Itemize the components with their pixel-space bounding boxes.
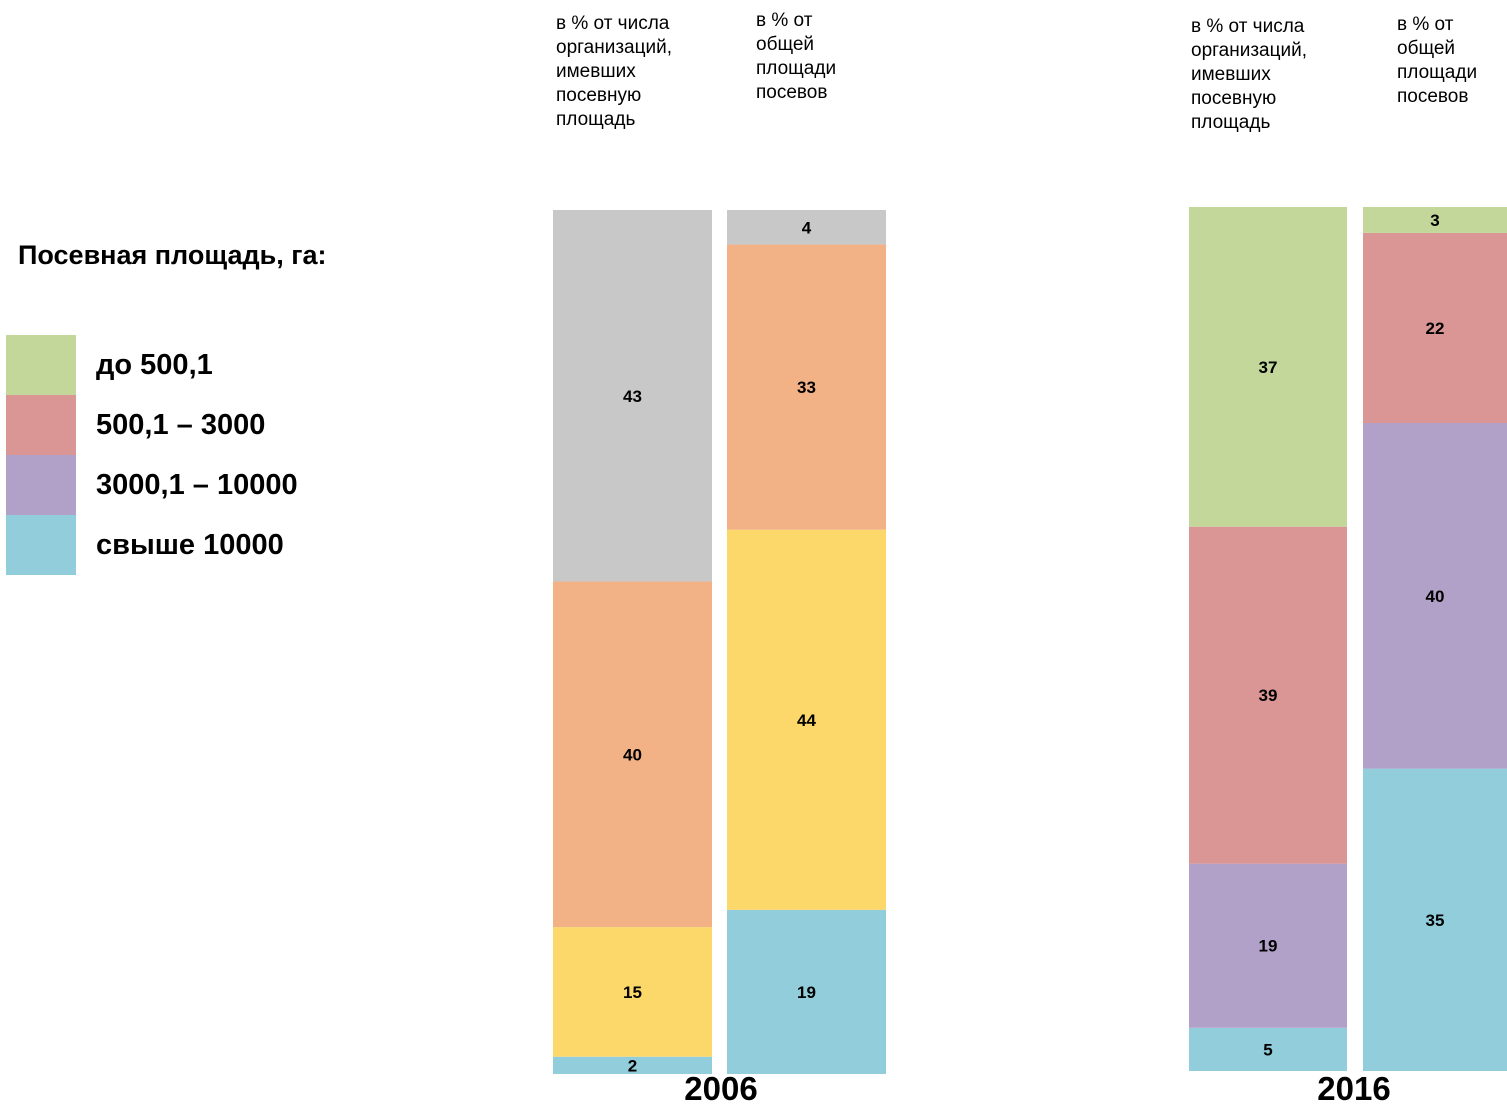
data-label-2016-orgs-2: 39 <box>1259 686 1278 705</box>
data-label-2016-area-2: 22 <box>1426 319 1445 338</box>
legend-item-over-10000: свыше 10000 <box>6 515 456 575</box>
legend-swatch <box>6 395 76 455</box>
legend-swatch <box>6 515 76 575</box>
legend-swatch <box>6 335 76 395</box>
bar-segment-2016-orgs-1 <box>1189 863 1347 1028</box>
data-label-2016-orgs-0: 5 <box>1263 1040 1272 1059</box>
data-label-2006-orgs-2: 40 <box>623 745 642 764</box>
legend-swatch <box>6 455 76 515</box>
legend-label: свыше 10000 <box>96 529 284 561</box>
legend-item-500-3000: 500,1 – 3000 <box>6 395 456 455</box>
bar-segment-2006-orgs-3 <box>553 210 712 582</box>
year-label-2016: 2016 <box>1317 1070 1391 1107</box>
data-label-2016-area-3: 3 <box>1430 211 1439 230</box>
bar-segment-2016-area-0 <box>1363 768 1507 1071</box>
header-2006-orgs: в % от числа организаций, имевших посевн… <box>556 13 672 130</box>
data-label-2016-orgs-3: 37 <box>1259 358 1278 377</box>
bar-segment-2006-orgs-1 <box>553 927 712 1057</box>
data-label-2006-area-3: 4 <box>802 218 812 237</box>
bar-segment-2016-area-2 <box>1363 232 1507 423</box>
legend-label: до 500,1 <box>96 349 213 381</box>
bar-segment-2006-area-3 <box>727 210 886 245</box>
data-label-2006-area-0: 19 <box>797 983 816 1002</box>
data-label-2006-area-1: 44 <box>797 711 816 730</box>
data-label-2016-orgs-1: 19 <box>1259 937 1278 956</box>
data-label-2016-area-1: 40 <box>1426 587 1445 606</box>
legend-label: 500,1 – 3000 <box>96 409 266 441</box>
header-2006-area: в % от общей площади посевов <box>756 10 837 103</box>
data-label-2006-orgs-3: 43 <box>623 387 642 406</box>
legend-item-up-to-500: до 500,1 <box>6 335 456 395</box>
bar-segment-2006-orgs-0 <box>553 1056 712 1074</box>
data-label-2006-orgs-0: 2 <box>628 1056 637 1075</box>
legend-item-3000-10000: 3000,1 – 10000 <box>6 455 456 515</box>
bar-segment-2016-area-1 <box>1363 423 1507 769</box>
bar-segment-2006-area-2 <box>727 244 886 530</box>
header-2016-orgs: в % от числа организаций, имевших посевн… <box>1191 16 1307 133</box>
bar-segment-2006-area-1 <box>727 529 886 910</box>
bar-segment-2006-area-0 <box>727 909 886 1074</box>
bar-segment-2016-area-3 <box>1363 207 1507 233</box>
bar-segment-2016-orgs-3 <box>1189 207 1347 527</box>
bar-segment-2016-orgs-0 <box>1189 1027 1347 1071</box>
bar-segment-2016-orgs-2 <box>1189 526 1347 864</box>
data-label-2016-area-0: 35 <box>1426 911 1445 930</box>
legend-label: 3000,1 – 10000 <box>96 469 298 501</box>
data-label-2006-orgs-1: 15 <box>623 983 642 1002</box>
legend-title: Посевная площадь, га: <box>18 240 327 270</box>
header-2016-area: в % от общей площади посевов <box>1397 14 1478 107</box>
bar-segment-2006-orgs-2 <box>553 581 712 928</box>
year-label-2006: 2006 <box>684 1070 758 1107</box>
data-label-2006-area-2: 33 <box>797 378 816 397</box>
